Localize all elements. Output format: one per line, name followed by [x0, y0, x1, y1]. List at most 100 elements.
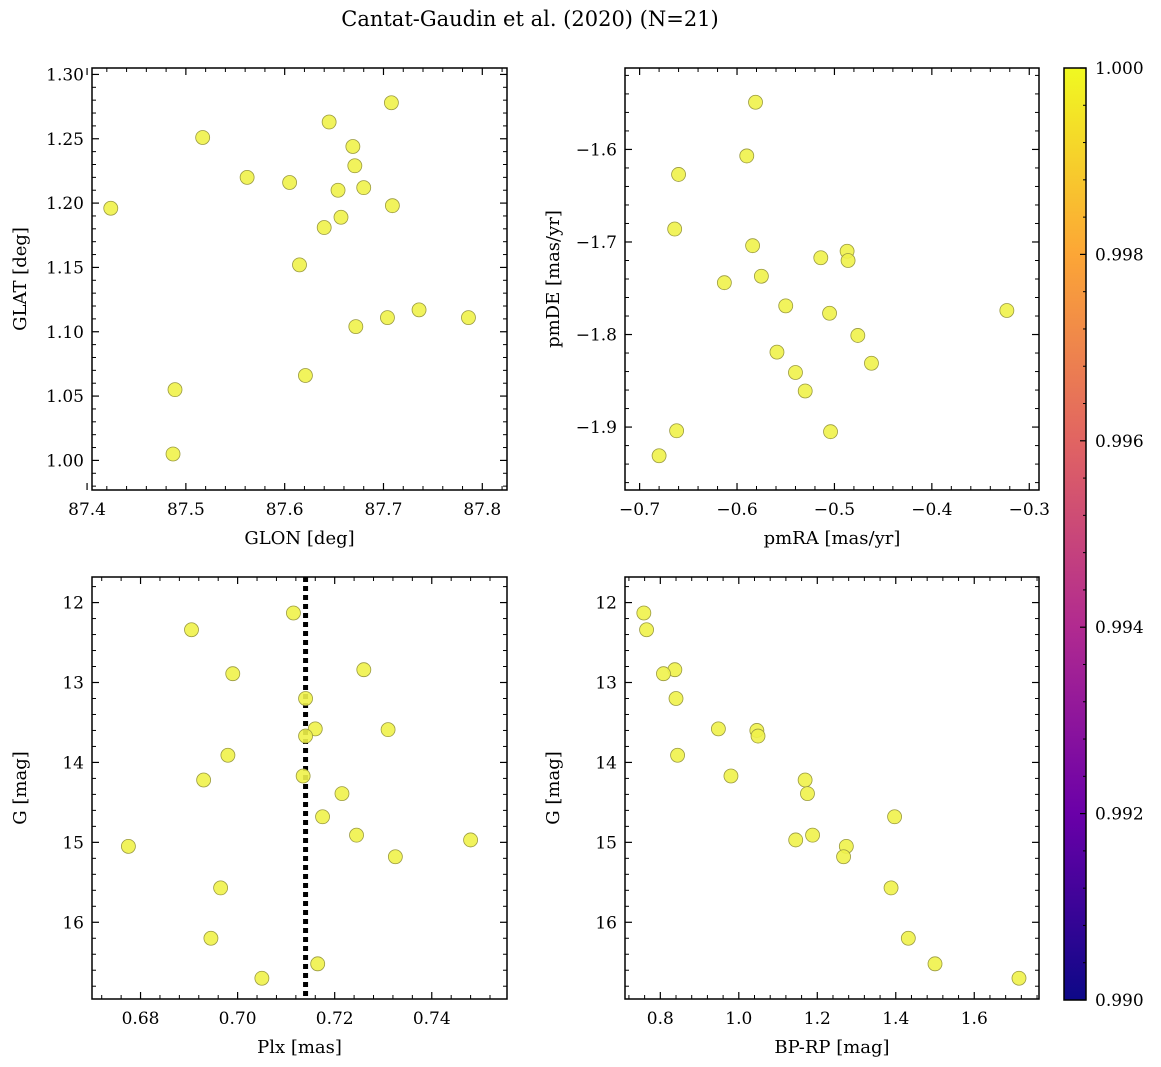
x-axis-label: pmRA [mas/yr]	[764, 528, 901, 549]
x-tick-label: −0.6	[716, 500, 757, 520]
y-tick-label: 12	[62, 594, 84, 614]
y-tick-label: 14	[62, 753, 84, 773]
data-point	[286, 605, 301, 621]
data-point	[788, 832, 804, 848]
x-tick-label: 87.7	[365, 500, 403, 520]
data-point	[999, 303, 1015, 318]
y-tick-label: 12	[595, 594, 617, 614]
data-point	[213, 880, 229, 896]
panel-pmra-pmde: −0.7 −0.6 −0.5 −0.4 −0.3 −1.9 −1.8 −1.7 −1.6 pmRA…	[543, 67, 1050, 549]
data-point	[384, 198, 400, 214]
colorbar-tick-label: 0.994	[1095, 618, 1144, 638]
data-point	[797, 383, 813, 399]
data-point	[639, 622, 654, 638]
data-point	[745, 238, 761, 254]
data-point	[356, 180, 372, 196]
data-point	[461, 310, 476, 325]
y-tick-label: 15	[62, 833, 84, 853]
data-point	[850, 328, 866, 343]
panel-bprp-g: 0.8 1.0 1.2 1.4 1.6 12 13 14 15 16 BP-RP [mag] G [m…	[543, 576, 1040, 1058]
y-tick-label: −1.8	[576, 326, 617, 346]
data-point	[387, 849, 403, 865]
data-point	[345, 139, 361, 154]
data-point	[864, 355, 879, 371]
data-point	[295, 768, 311, 784]
x-axis-label: Plx [mas]	[257, 1037, 342, 1058]
data-point	[636, 605, 652, 621]
x-tick-label: 87.8	[463, 500, 501, 520]
data-point	[103, 200, 119, 216]
x-tick-label: 1.6	[961, 1009, 988, 1029]
data-point	[380, 722, 396, 738]
colorbar-tick-label: 0.998	[1095, 245, 1144, 265]
data-point	[310, 956, 326, 972]
data-point	[813, 250, 829, 266]
x-tick-label: 87.5	[167, 500, 205, 520]
data-point	[348, 319, 364, 335]
y-tick-label: 16	[595, 913, 617, 933]
y-tick-label: 1.05	[46, 387, 84, 407]
x-tick-label: 0.74	[413, 1009, 451, 1029]
data-point	[333, 209, 349, 225]
data-point	[805, 827, 820, 843]
data-point	[316, 220, 332, 235]
data-point	[383, 95, 399, 111]
colorbar-tick-label: 0.990	[1095, 991, 1144, 1011]
x-tick-label: 87.4	[68, 500, 106, 520]
panel-plx-g: 0.68 0.70 0.72 0.74 12 13 14 15 16 Plx [mas] G [ma…	[10, 576, 508, 1058]
x-tick-label: 0.70	[219, 1009, 257, 1029]
y-tick-label: 16	[62, 913, 84, 933]
colorbar-tick-label: 0.992	[1095, 805, 1144, 825]
x-tick-label: 0.8	[647, 1009, 674, 1029]
data-point	[823, 424, 838, 440]
y-tick-label: −1.9	[576, 418, 617, 438]
data-point	[669, 423, 685, 439]
data-point	[463, 832, 478, 848]
data-point	[165, 446, 181, 462]
x-tick-label: −0.4	[911, 500, 952, 520]
x-axis-label: GLON [deg]	[244, 528, 354, 549]
y-tick-label: −1.6	[576, 140, 617, 160]
data-point	[797, 772, 813, 788]
data-point	[840, 253, 856, 268]
y-tick-label: 1.25	[46, 130, 84, 150]
data-point	[739, 148, 755, 164]
data-point	[334, 786, 350, 801]
data-point	[292, 257, 307, 273]
colorbar-frame	[1063, 67, 1087, 1001]
y-tick-label: 1.20	[46, 194, 84, 214]
y-tick-label: 14	[595, 753, 617, 773]
data-point	[167, 382, 183, 398]
data-point	[769, 344, 785, 360]
data-point	[356, 662, 372, 678]
x-tick-label: 1.4	[882, 1009, 909, 1029]
colorbar-tick-label: 0.996	[1095, 432, 1144, 452]
colorbar-gradient	[1064, 68, 1086, 1000]
y-tick-label: 1.00	[46, 451, 84, 471]
x-tick-label: −0.7	[619, 500, 660, 520]
data-point	[778, 298, 794, 314]
y-tick-label: 1.15	[46, 258, 84, 278]
data-point	[282, 175, 298, 190]
colorbar: 0.990 0.992 0.994 0.996 0.998 1.000	[1063, 59, 1144, 1011]
data-point	[748, 94, 763, 110]
data-point	[254, 970, 270, 986]
data-point	[330, 182, 346, 198]
data-point	[195, 130, 211, 145]
data-point	[723, 768, 739, 784]
data-point	[321, 114, 337, 130]
data-point	[900, 930, 916, 946]
data-point	[656, 666, 671, 682]
data-point	[788, 365, 803, 380]
data-point	[220, 747, 236, 763]
panel-glon-glat: 87.4 87.5 87.6 87.7 87.8 1.00 1.05 1.10 1.15 1.20…	[10, 65, 508, 549]
axes-frame	[624, 67, 1040, 491]
data-point	[927, 956, 943, 972]
data-point	[196, 772, 212, 788]
data-point	[753, 268, 769, 284]
data-point	[298, 691, 313, 706]
data-point	[121, 838, 136, 854]
data-point	[411, 302, 427, 318]
data-point	[298, 728, 313, 744]
